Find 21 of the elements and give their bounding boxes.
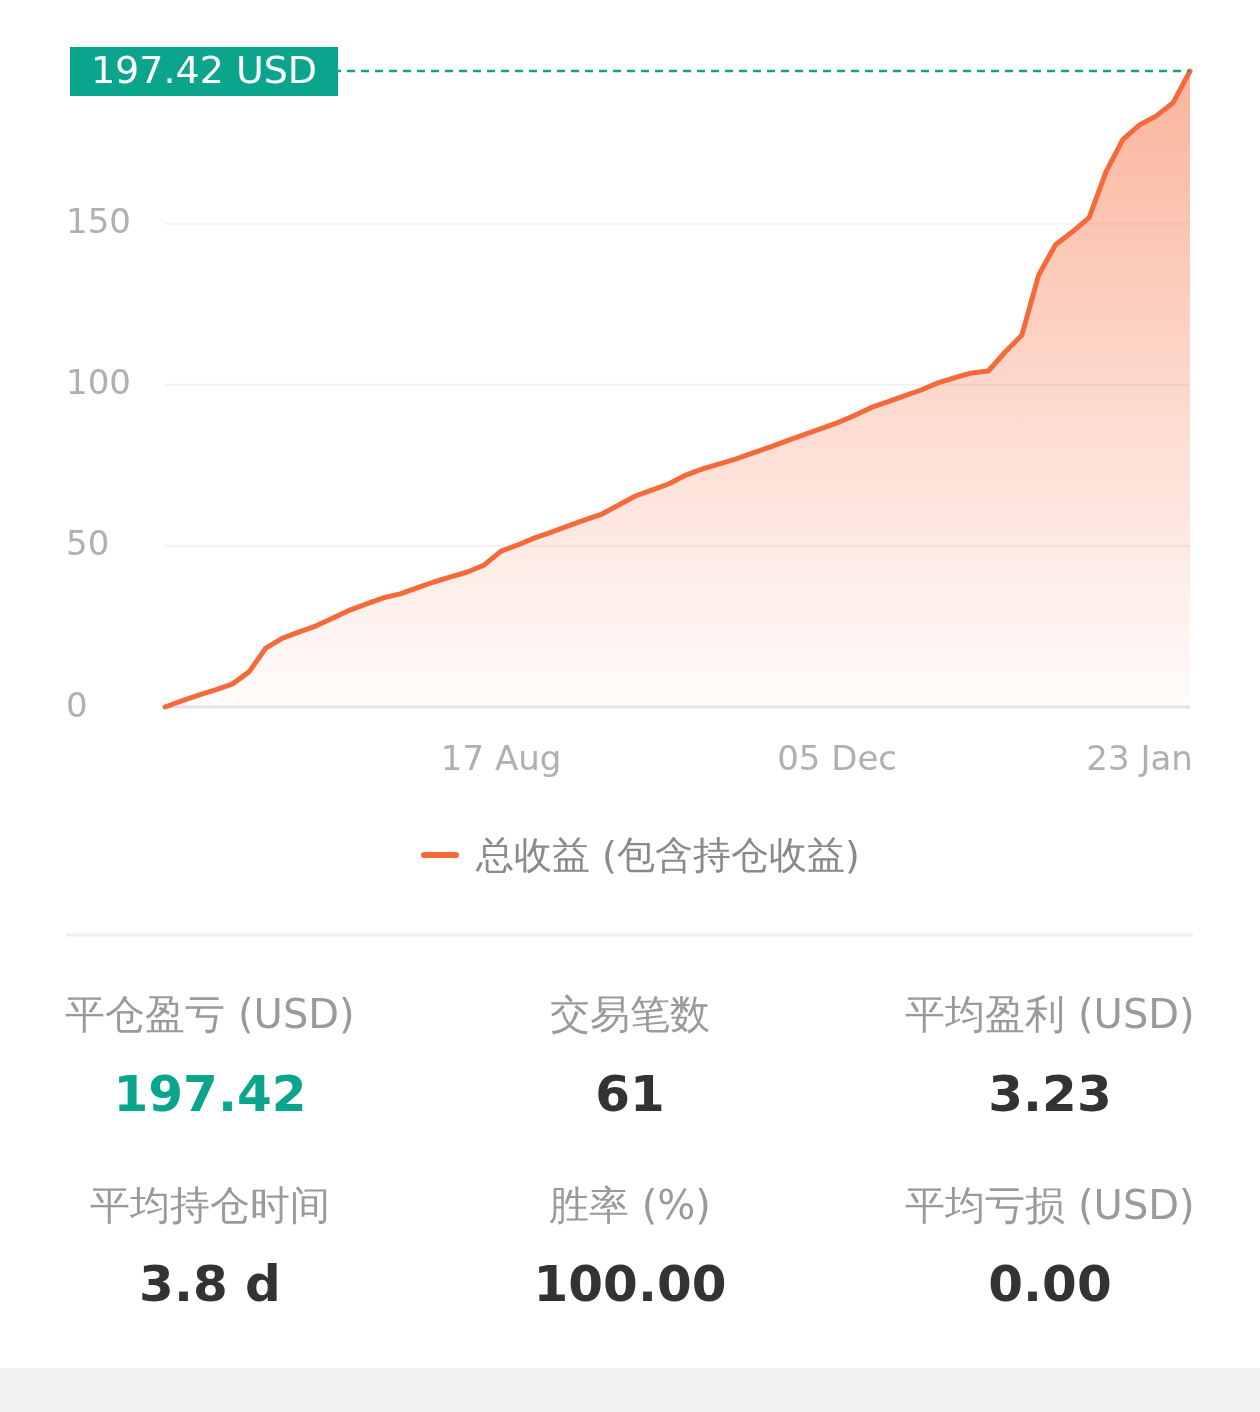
- text: 平仓盈亏 (USD): [65, 991, 355, 1037]
- text: 3.8 d: [139, 1254, 281, 1313]
- text: 胜率 (%): [549, 1182, 711, 1228]
- ref-line-label: 197.42 USD: [90, 47, 318, 92]
- text: 交易笔数: [550, 991, 710, 1037]
- text: 平均持仓时间: [90, 1182, 330, 1228]
- text: 0.00: [988, 1254, 1112, 1313]
- text: 平均亏损 (USD): [905, 1182, 1195, 1228]
- text: 3.23: [988, 1064, 1112, 1123]
- text: 平均盈利 (USD): [905, 991, 1195, 1037]
- y-tick-label: 100: [66, 362, 131, 403]
- y-tick-label: 150: [66, 201, 131, 242]
- x-tick-label: 23 Jan: [1086, 737, 1193, 778]
- text: 61: [595, 1064, 665, 1123]
- text: 100.00: [533, 1254, 727, 1313]
- text: 197.42: [113, 1064, 307, 1123]
- y-tick-label: 0: [66, 684, 88, 725]
- x-tick-label: 17 Aug: [440, 737, 562, 778]
- x-tick-label: 05 Dec: [777, 737, 898, 778]
- legend-label: 总收益 (包含持仓收益): [475, 832, 860, 877]
- y-tick-label: 50: [66, 523, 110, 564]
